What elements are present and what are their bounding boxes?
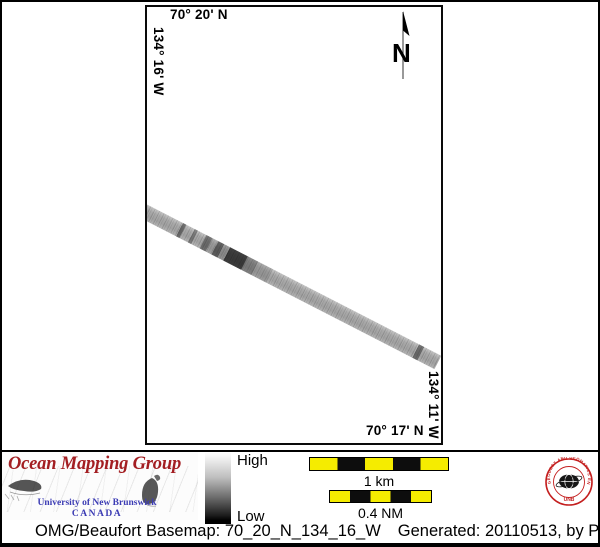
caption-line: OMG/Beaufort Basemap: 70_20_N_134_16_W Ge… (35, 522, 600, 541)
north-arrow-icon: N (392, 11, 411, 79)
seal-unb-text: UNB (564, 497, 575, 503)
caption-generated: Generated: 20110513, by P.Kuus (397, 522, 600, 540)
frame-bottom (0, 543, 600, 547)
scalebar-nm (329, 490, 432, 503)
frame-left (0, 0, 2, 547)
map-frame (145, 5, 443, 445)
frame-top (0, 0, 600, 2)
frame-right (598, 0, 600, 547)
unb-geodesy-seal: GEODESY AND GEOMATICS ENGINEERING UNB (543, 457, 593, 506)
coord-label-bottom: 70° 17' N (366, 423, 424, 438)
north-letter: N (392, 38, 411, 68)
scalebar-nm-label: 0.4 NM (357, 505, 404, 521)
coord-label-left: 134° 16' W (151, 27, 166, 96)
intensity-colorbar (205, 453, 231, 524)
caption-basemap: OMG/Beaufort Basemap: 70_20_N_134_16_W (35, 522, 381, 540)
omg-logo: Ocean Mapping Group University of New Br… (2, 452, 198, 520)
coord-label-top: 70° 20' N (170, 7, 228, 22)
scalebar-km-label: 1 km (363, 473, 395, 489)
omg-logo-country: CANADA (71, 509, 123, 519)
sonar-swath-track (147, 204, 441, 370)
omg-logo-university: University of New Brunswick (37, 498, 157, 508)
panel-separator (0, 450, 600, 452)
legend-low-label: Low (237, 508, 265, 525)
legend-high-label: High (237, 452, 268, 469)
omg-logo-title: Ocean Mapping Group (8, 454, 181, 474)
bird-silhouettes-icon (4, 474, 161, 507)
coord-label-right: 134° 11' W (426, 371, 441, 439)
scalebar-km (309, 457, 449, 471)
